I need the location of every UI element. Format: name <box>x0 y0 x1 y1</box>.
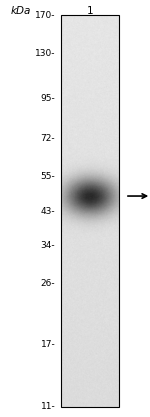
Text: 17-: 17- <box>40 340 55 349</box>
Text: 34-: 34- <box>41 241 55 250</box>
Text: 130-: 130- <box>35 49 55 58</box>
Text: 11-: 11- <box>40 402 55 411</box>
Text: 1: 1 <box>87 6 93 16</box>
Text: 170-: 170- <box>35 11 55 20</box>
Text: 72-: 72- <box>41 133 55 143</box>
Text: 55-: 55- <box>40 172 55 181</box>
Text: 95-: 95- <box>40 94 55 103</box>
FancyBboxPatch shape <box>61 15 119 407</box>
Text: 43-: 43- <box>41 207 55 216</box>
Text: 26-: 26- <box>41 279 55 288</box>
Text: kDa: kDa <box>10 6 31 16</box>
